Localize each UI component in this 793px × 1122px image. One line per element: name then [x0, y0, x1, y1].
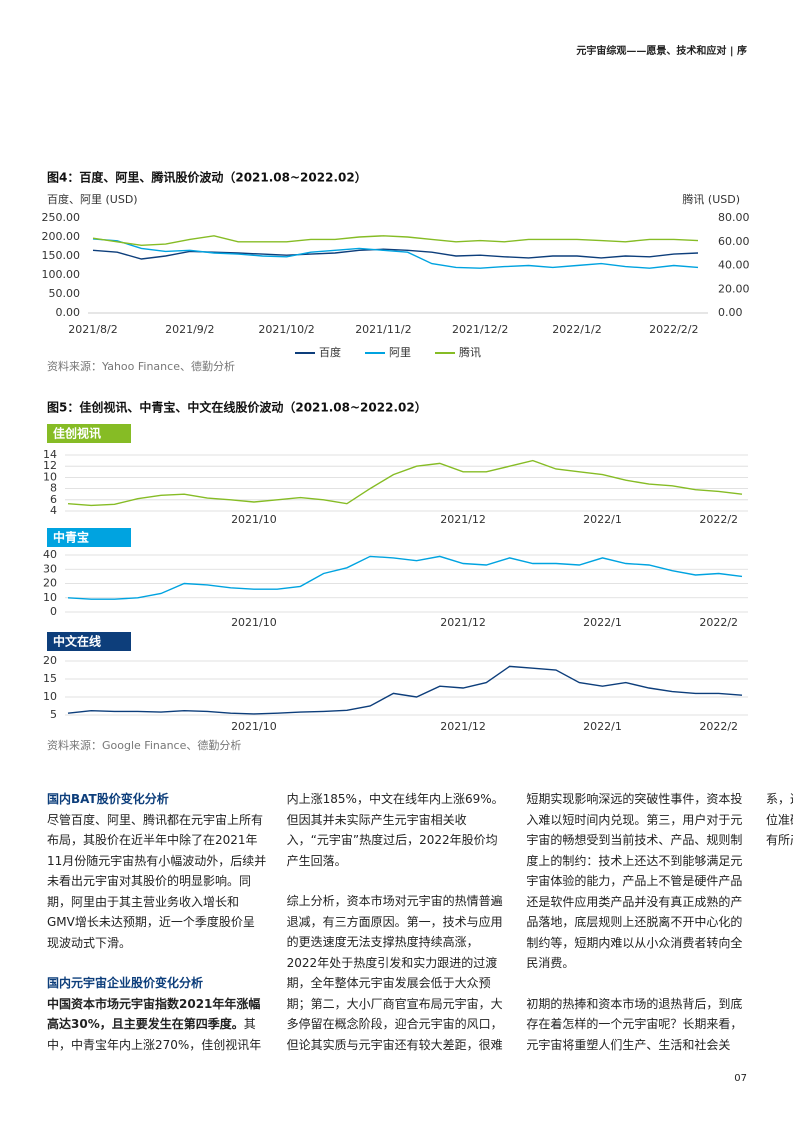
x-tick-label: 2022/2	[699, 513, 738, 526]
series-line	[92, 235, 699, 247]
text: 其中，中青宝年内上涨270%，佳创视讯年内上涨185%，中文在线年内上涨69%。…	[47, 792, 504, 1052]
y-tick-label: 250.00	[42, 211, 81, 224]
x-tick-label: 2021/12	[440, 513, 486, 526]
series-line	[67, 665, 743, 715]
x-tick-label: 2021/12/2	[452, 323, 508, 336]
y-tick-label: 8	[50, 482, 57, 495]
x-tick-label: 2021/12	[440, 616, 486, 629]
y-tick-label: 6	[50, 493, 57, 506]
paragraph: 中国资本市场元宇宙指数2021年年涨幅高达30%，且主要发生在第四季度。其中，中…	[47, 789, 506, 1059]
y2-tick-label: 60.00	[718, 235, 750, 248]
section-heading: 国内BAT股价变化分析	[47, 792, 169, 806]
series-line	[92, 248, 699, 260]
y-tick-label: 20	[43, 654, 57, 667]
x-tick-label: 2022/1	[583, 616, 622, 629]
panel-label-box	[47, 528, 131, 547]
y-tick-label: 14	[43, 448, 57, 461]
legend-label: 阿里	[389, 346, 411, 359]
paragraph: 尽管百度、阿里、腾讯都在元宇宙上所有布局，其股价在近半年中除了在2021年11月…	[47, 812, 267, 950]
source-note: 资料来源：Google Finance、德勤分析	[47, 738, 241, 752]
y-tick-label: 10	[43, 690, 57, 703]
y-tick-label: 12	[43, 459, 57, 472]
y-tick-label: 15	[43, 672, 57, 685]
y-tick-label: 40	[43, 548, 57, 561]
y-tick-label: 50.00	[49, 287, 81, 300]
running-header: 元宇宙综观——愿景、技术和应对 | 序	[576, 46, 747, 57]
y-tick-label: 10	[43, 470, 57, 483]
x-tick-label: 2021/9/2	[165, 323, 214, 336]
x-tick-label: 2021/10	[231, 513, 277, 526]
panel-label: 佳创视讯	[53, 426, 101, 441]
series-line	[67, 459, 743, 507]
figure-title: 图5：佳创视讯、中青宝、中文在线股价波动（2021.08~2022.02）	[47, 400, 427, 415]
paragraph: 综上分析，资本市场对元宇宙的热情普遍退减，有三方面原因。第一，技术与应用的更迭速…	[286, 792, 743, 1052]
x-tick-label: 2021/10	[231, 720, 277, 733]
x-tick-label: 2022/2	[699, 616, 738, 629]
series-line	[67, 555, 743, 600]
source-note: 资料来源：Yahoo Finance、德勤分析	[47, 359, 235, 373]
x-tick-label: 2021/10/2	[258, 323, 314, 336]
panel-label-box	[47, 424, 131, 443]
y2-tick-label: 20.00	[718, 282, 750, 295]
x-tick-label: 2022/1	[583, 513, 622, 526]
x-tick-label: 2021/12	[440, 720, 486, 733]
y-tick-label: 4	[50, 504, 57, 517]
y2-tick-label: 0.00	[718, 306, 743, 319]
y-tick-label: 150.00	[42, 249, 81, 262]
paragraph: 初期的热捧和资本市场的退热背后，到底存在着怎样的一个元宇宙呢？长期来看，元宇宙将…	[526, 792, 793, 1052]
x-tick-label: 2022/2/2	[649, 323, 698, 336]
x-tick-label: 2022/2	[699, 720, 738, 733]
body-text: 国内BAT股价变化分析 尽管百度、阿里、腾讯都在元宇宙上所有布局，其股价在近半年…	[47, 789, 793, 1059]
bold-lead: 中国资本市场元宇宙指数2021年年涨幅高达30%，且主要发生在第四季度。	[47, 996, 261, 1032]
legend-label: 百度	[319, 345, 341, 359]
y-axis-label: 百度、阿里 (USD)	[47, 192, 138, 206]
y-tick-label: 100.00	[42, 268, 81, 281]
x-tick-label: 2022/1	[583, 720, 622, 733]
x-tick-label: 2021/11/2	[355, 323, 411, 336]
y-tick-label: 30	[43, 562, 57, 575]
y2-axis-label: 腾讯 (USD)	[682, 192, 740, 206]
y-tick-label: 200.00	[42, 230, 81, 243]
x-tick-label: 2021/10	[231, 616, 277, 629]
panel-label-box	[47, 632, 131, 651]
x-tick-label: 2021/8/2	[68, 323, 117, 336]
y-tick-label: 10	[43, 591, 57, 604]
series-line	[92, 238, 699, 269]
charts: 图4：百度、阿里、腾讯股价波动（2021.08~2022.02） 百度、阿里 (U…	[42, 170, 750, 753]
panel-label: 中青宝	[53, 530, 89, 545]
legend-label: 腾讯	[459, 345, 481, 359]
panel-label: 中文在线	[53, 634, 101, 649]
section-heading: 国内元宇宙企业股价变化分析	[47, 976, 204, 990]
figure-title: 图4：百度、阿里、腾讯股价波动（2021.08~2022.02）	[47, 170, 367, 185]
y-tick-label: 5	[50, 708, 57, 721]
y-tick-label: 0.00	[56, 306, 81, 319]
page-number: 07	[734, 1073, 747, 1084]
y-tick-label: 0	[50, 605, 57, 618]
y2-tick-label: 40.00	[718, 259, 750, 272]
x-tick-label: 2022/1/2	[552, 323, 601, 336]
y-tick-label: 20	[43, 577, 57, 590]
y2-tick-label: 80.00	[718, 211, 750, 224]
